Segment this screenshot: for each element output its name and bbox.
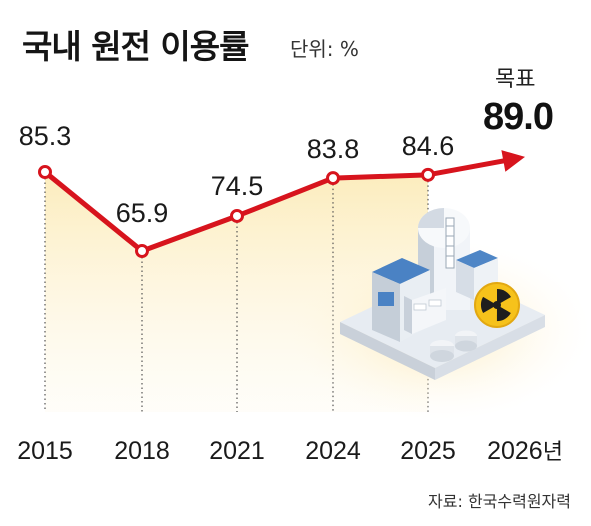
- data-label-2015: 85.3: [19, 121, 72, 151]
- x-tick-label: 2021: [209, 437, 265, 465]
- data-label-2018: 65.9: [116, 198, 169, 228]
- target-label: 목표: [495, 67, 536, 92]
- nuclear-plant-icon: [290, 208, 590, 420]
- data-point-2018: [135, 244, 149, 258]
- source-note: 자료: 한국수력원자력: [428, 492, 571, 511]
- data-point-2015: [38, 165, 52, 179]
- x-tick-label: 2026년: [487, 437, 563, 465]
- x-tick-label: 2015: [17, 437, 73, 465]
- chart-title: 국내 원전 이용률: [22, 27, 249, 66]
- projection-line: [425, 158, 506, 178]
- unit-label: 단위: %: [290, 37, 359, 61]
- target-value: 89.0: [483, 96, 554, 138]
- x-tick-label: 2025: [400, 437, 456, 465]
- x-tick-label: 2024: [305, 437, 361, 465]
- data-point-2021: [230, 208, 244, 223]
- radiation-icon: [474, 282, 520, 328]
- data-label-2024: 83.8: [307, 134, 360, 164]
- data-point-2025: [421, 167, 435, 182]
- data-point-2024: [326, 171, 340, 186]
- projection-arrow: [501, 150, 525, 172]
- data-label-2021: 74.5: [211, 171, 264, 201]
- data-label-2025: 84.6: [402, 131, 455, 161]
- x-tick-label: 2018: [114, 437, 170, 465]
